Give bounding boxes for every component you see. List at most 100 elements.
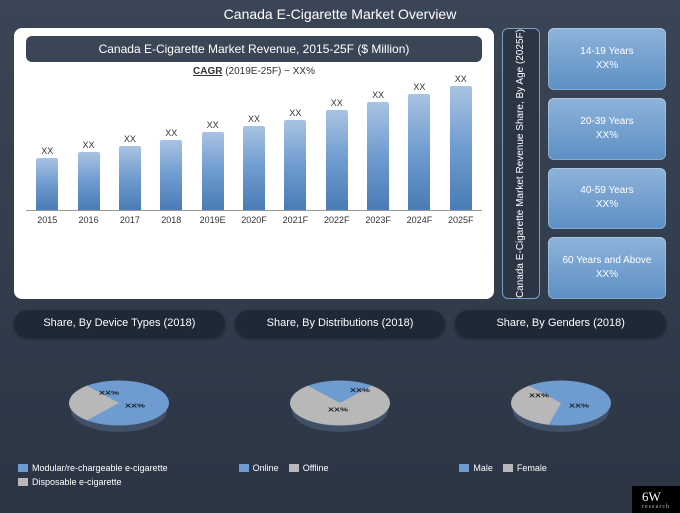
bar-x-label: 2017 bbox=[111, 215, 149, 225]
age-group-label: 40-59 Years bbox=[552, 184, 662, 198]
pie-panel: Share, By Distributions (2018) XX% XX% On… bbox=[235, 309, 446, 487]
age-group-value: XX% bbox=[552, 129, 662, 143]
pie-slice-label: XX% bbox=[99, 390, 119, 396]
pie-chart: XX% XX% bbox=[511, 381, 611, 426]
bar-x-label: 2021F bbox=[276, 215, 314, 225]
bar-column: XX bbox=[442, 74, 480, 210]
bar-value-label: XX bbox=[207, 120, 219, 130]
pie-slice-label: XX% bbox=[350, 387, 370, 393]
bar-value-label: XX bbox=[165, 128, 177, 138]
pie-chart: XX% XX% bbox=[69, 381, 169, 426]
bar bbox=[119, 146, 141, 210]
pie-holder: XX% XX% bbox=[235, 343, 446, 463]
bar-x-label: 2019E bbox=[193, 215, 231, 225]
legend-swatch bbox=[289, 464, 299, 472]
bar bbox=[78, 152, 100, 210]
legend-swatch bbox=[459, 464, 469, 472]
bar-value-label: XX bbox=[83, 140, 95, 150]
legend-item: Female bbox=[503, 463, 547, 473]
bar-x-label: 2024F bbox=[400, 215, 438, 225]
pie-slice-label: XX% bbox=[125, 402, 145, 408]
age-share-boxes: 14-19 YearsXX%20-39 YearsXX%40-59 YearsX… bbox=[548, 28, 666, 299]
bar-x-label: 2016 bbox=[69, 215, 107, 225]
legend-swatch bbox=[18, 464, 28, 472]
legend-item: Offline bbox=[289, 463, 329, 473]
bar-x-label: 2018 bbox=[152, 215, 190, 225]
bar-value-label: XX bbox=[289, 108, 301, 118]
pie-holder: XX% XX% bbox=[455, 343, 666, 463]
age-group-label: 60 Years and Above bbox=[552, 254, 662, 268]
bar bbox=[284, 120, 306, 210]
age-group-box: 14-19 YearsXX% bbox=[548, 28, 666, 90]
bar-value-label: XX bbox=[413, 82, 425, 92]
bar bbox=[450, 86, 472, 210]
bar-x-label: 2015 bbox=[28, 215, 66, 225]
bar-column: XX bbox=[400, 82, 438, 210]
top-row: Canada E-Cigarette Market Revenue, 2015-… bbox=[0, 28, 680, 299]
age-group-value: XX% bbox=[552, 59, 662, 73]
bar-column: XX bbox=[28, 146, 66, 210]
age-group-box: 60 Years and AboveXX% bbox=[548, 237, 666, 299]
age-group-box: 20-39 YearsXX% bbox=[548, 98, 666, 160]
revenue-chart-panel: Canada E-Cigarette Market Revenue, 2015-… bbox=[14, 28, 494, 299]
bar bbox=[243, 126, 265, 210]
bar bbox=[367, 102, 389, 210]
age-group-value: XX% bbox=[552, 198, 662, 212]
bar-column: XX bbox=[359, 90, 397, 210]
pie-title: Share, By Distributions (2018) bbox=[235, 309, 446, 337]
legend-swatch bbox=[503, 464, 513, 472]
pie-panel: Share, By Device Types (2018) XX% XX% Mod… bbox=[14, 309, 225, 487]
bar bbox=[160, 140, 182, 210]
pie-legend: Modular/re-chargeable e-cigarette Disposa… bbox=[14, 463, 225, 487]
bar-x-label: 2025F bbox=[442, 215, 480, 225]
bar-chart-bars: XXXXXXXXXXXXXXXXXXXXXX bbox=[26, 81, 482, 211]
brand-logo: 6Wresearch bbox=[632, 486, 680, 513]
pie-slice-label: XX% bbox=[529, 392, 549, 398]
bar bbox=[202, 132, 224, 210]
legend-label: Disposable e-cigarette bbox=[32, 477, 122, 487]
bar-chart-xaxis: 20152016201720182019E2020F2021F2022F2023… bbox=[26, 211, 482, 225]
pie-chart: XX% XX% bbox=[290, 381, 390, 426]
bar-value-label: XX bbox=[331, 98, 343, 108]
legend-label: Modular/re-chargeable e-cigarette bbox=[32, 463, 168, 473]
legend-label: Male bbox=[473, 463, 493, 473]
bar bbox=[36, 158, 58, 210]
bar-column: XX bbox=[193, 120, 231, 210]
bar-value-label: XX bbox=[455, 74, 467, 84]
age-share-header: Canada E-Cigarette Market Revenue Share,… bbox=[502, 28, 540, 299]
revenue-chart-title: Canada E-Cigarette Market Revenue, 2015-… bbox=[26, 36, 482, 62]
age-group-box: 40-59 YearsXX% bbox=[548, 168, 666, 230]
pie-legend: Online Offline bbox=[235, 463, 446, 473]
legend-swatch bbox=[18, 478, 28, 486]
bar-value-label: XX bbox=[124, 134, 136, 144]
bar-x-label: 2023F bbox=[359, 215, 397, 225]
legend-item: Modular/re-chargeable e-cigarette bbox=[18, 463, 221, 473]
pie-slice-label: XX% bbox=[328, 406, 348, 412]
bar-column: XX bbox=[276, 108, 314, 210]
age-group-value: XX% bbox=[552, 268, 662, 282]
pie-title: Share, By Genders (2018) bbox=[455, 309, 666, 337]
age-group-label: 20-39 Years bbox=[552, 115, 662, 129]
bar-column: XX bbox=[318, 98, 356, 210]
pie-legend: Male Female bbox=[455, 463, 666, 473]
bar-value-label: XX bbox=[248, 114, 260, 124]
pie-row: Share, By Device Types (2018) XX% XX% Mod… bbox=[0, 299, 680, 487]
bar-value-label: XX bbox=[41, 146, 53, 156]
age-share-header-text: Canada E-Cigarette Market Revenue Share,… bbox=[515, 29, 527, 298]
legend-item: Male bbox=[459, 463, 493, 473]
bar-column: XX bbox=[235, 114, 273, 210]
bar-x-label: 2022F bbox=[318, 215, 356, 225]
legend-label: Online bbox=[253, 463, 279, 473]
pie-panel: Share, By Genders (2018) XX% XX% Male Fema… bbox=[455, 309, 666, 487]
legend-label: Offline bbox=[303, 463, 329, 473]
cagr-annotation: CAGR (2019E-25F) ~ XX% bbox=[26, 66, 482, 77]
bar-column: XX bbox=[111, 134, 149, 210]
bar-column: XX bbox=[69, 140, 107, 210]
pie-slice-label: XX% bbox=[569, 402, 589, 408]
pie-holder: XX% XX% bbox=[14, 343, 225, 463]
legend-item: Online bbox=[239, 463, 279, 473]
pie-title: Share, By Device Types (2018) bbox=[14, 309, 225, 337]
bar-column: XX bbox=[152, 128, 190, 210]
bar bbox=[326, 110, 348, 210]
age-group-label: 14-19 Years bbox=[552, 45, 662, 59]
